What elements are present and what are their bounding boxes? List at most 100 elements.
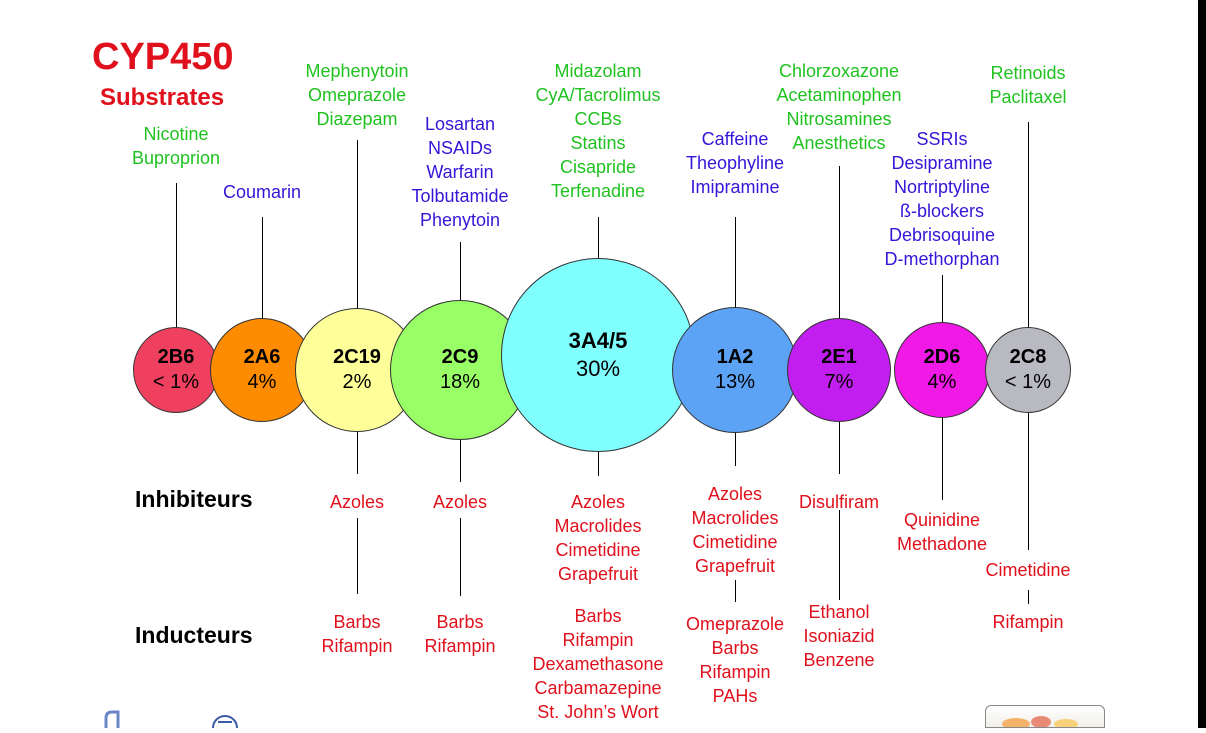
inhibitor-connector-1a2 — [734, 433, 736, 466]
enzyme-code: 2C8 — [1009, 346, 1047, 368]
inhibitors-2e1: Disulfiram — [799, 490, 879, 514]
substrate-connector-2a6 — [261, 217, 263, 320]
pills-image — [985, 705, 1105, 730]
enzyme-percent: 13% — [714, 371, 756, 393]
substrates-2a6: Coumarin — [223, 180, 301, 204]
enzyme-percent: 30% — [575, 356, 621, 381]
substrates-2e1-item: Nitrosamines — [786, 109, 892, 129]
inducers-1a2: Omeprazole Barbs Rifampin PAHs — [686, 612, 784, 708]
inhibitors-3a4-5: Azoles Macrolides Cimetidine Grapefruit — [554, 490, 641, 586]
enzyme-circle-2c8: 2C8 < 1% — [985, 327, 1071, 413]
inhibitors-2d6: Quinidine Methadone — [897, 508, 987, 556]
inducers-2c9-item: Rifampin — [424, 636, 496, 656]
substrates-2c9: Losartan NSAIDs Warfarin Tolbutamide Phenyto… — [411, 112, 508, 232]
inhibitors-1a2-item: Macrolides — [691, 508, 779, 528]
inhibitor-connector-3a4-5 — [597, 452, 599, 476]
enzyme-percent: 7% — [824, 371, 854, 393]
enzyme-percent: < 1% — [1004, 371, 1052, 393]
substrate-connector-2b6 — [175, 183, 177, 329]
inhibitor-connector-2e1 — [838, 422, 840, 474]
inducers-1a2-item: PAHs — [712, 686, 758, 706]
inducer-connector-2c8 — [1027, 590, 1029, 604]
enzyme-code: 2C19 — [333, 346, 381, 368]
inhibitors-1a2-item: Azoles — [707, 484, 763, 504]
substrates-3a4-5-item: Cisapride — [559, 157, 637, 177]
enzyme-circle-2d6: 2D6 4% — [894, 322, 990, 418]
inducers-1a2-item: Rifampin — [699, 662, 771, 682]
enzyme-percent: < 1% — [152, 371, 200, 393]
inducers-2e1-item: Ethanol — [808, 602, 870, 622]
substrate-connector-1a2 — [734, 217, 736, 309]
inducers-2e1: Ethanol Isoniazid Benzene — [803, 600, 874, 672]
inducer-connector-2c19 — [356, 518, 358, 594]
inducers-3a4-5-item: Rifampin — [562, 630, 634, 650]
substrates-1a2-item: Theophyline — [685, 153, 785, 173]
substrate-connector-2c19 — [356, 140, 358, 310]
substrate-connector-2e1 — [838, 166, 840, 320]
enzyme-circle-1a2: 1A2 13% — [672, 307, 798, 433]
inhibitors-2c9-item: Azoles — [432, 492, 488, 512]
enzyme-percent: 18% — [439, 371, 481, 393]
inducers-2c8: Rifampin — [992, 610, 1063, 634]
enzyme-circle-2e1: 2E1 7% — [787, 318, 891, 422]
substrates-3a4-5: Midazolam CyA/Tacrolimus CCBs Statins Cisapr… — [535, 59, 660, 203]
inducers-2e1-item: Isoniazid — [803, 626, 875, 646]
inhibitor-connector-2c19 — [356, 432, 358, 474]
enzyme-code: 2E1 — [821, 346, 857, 368]
substrates-2c19: Mephenytoin Omeprazole Diazepam — [305, 59, 408, 131]
substrates-2c8-item: Retinoids — [990, 63, 1066, 83]
substrates-2d6-item: D-methorphan — [884, 249, 1000, 269]
institution-logo — [100, 710, 250, 733]
substrates-2d6-item: ß-blockers — [899, 201, 984, 221]
enzyme-percent: 4% — [927, 371, 957, 393]
inhibitors-2c19-item: Azoles — [329, 492, 385, 512]
substrates-1a2-item: Imipramine — [690, 177, 780, 197]
enzyme-code: 2B6 — [157, 346, 195, 368]
enzyme-percent: 2% — [342, 371, 372, 393]
substrates-3a4-5-item: CyA/Tacrolimus — [535, 85, 661, 105]
inducers-2c8-item: Rifampin — [992, 612, 1064, 632]
substrates-3a4-5-item: CCBs — [574, 109, 622, 129]
inhibitors-3a4-5-item: Cimetidine — [555, 540, 641, 560]
substrates-3a4-5-item: Statins — [570, 133, 626, 153]
inhibitors-row-label: Inhibiteurs — [135, 486, 253, 512]
inhibitor-connector-2d6 — [941, 418, 943, 500]
substrate-connector-2c9 — [459, 242, 461, 302]
inhibitors-2c8-item: Cimetidine — [985, 560, 1071, 580]
inhibitors-1a2: Azoles Macrolides Cimetidine Grapefruit — [691, 482, 778, 578]
inducer-connector-2e1 — [838, 510, 840, 600]
inhibitors-2c9: Azoles — [433, 490, 487, 514]
inhibitors-2d6-item: Quinidine — [903, 510, 981, 530]
inhibitor-connector-2c8 — [1027, 413, 1029, 550]
substrates-2b6-item: Nicotine — [143, 124, 209, 144]
inhibitors-3a4-5-item: Grapefruit — [557, 564, 639, 584]
inducers-3a4-5-item: Barbs — [574, 606, 622, 626]
substrates-2d6-item: SSRIs — [916, 129, 968, 149]
substrates-1a2-item: Caffeine — [701, 129, 769, 149]
enzyme-code: 2A6 — [243, 346, 281, 368]
substrates-2e1: Chlorzoxazone Acetaminophen Nitrosamines An… — [776, 59, 901, 155]
inhibitors-1a2-item: Cimetidine — [692, 532, 778, 552]
substrates-2c8-item: Paclitaxel — [989, 87, 1067, 107]
inducer-connector-1a2 — [734, 580, 736, 602]
substrates-2a6-item: Coumarin — [222, 182, 302, 202]
substrate-connector-3a4-5 — [597, 217, 599, 260]
enzyme-circle-3a4-5: 3A4/5 30% — [501, 258, 695, 452]
enzyme-percent: 4% — [247, 371, 277, 393]
substrates-2b6-item: Buproprion — [131, 148, 221, 168]
substrates-3a4-5-item: Midazolam — [554, 61, 642, 81]
substrates-2d6: SSRIs Desipramine Nortriptyline ß-blockers D… — [884, 127, 999, 271]
substrates-2c19-item: Mephenytoin — [305, 61, 409, 81]
substrates-2c9-item: Warfarin — [426, 162, 494, 182]
inhibitors-2e1-item: Disulfiram — [798, 492, 880, 512]
substrates-3a4-5-item: Terfenadine — [550, 181, 646, 201]
enzyme-circle-2b6: 2B6 < 1% — [133, 327, 219, 413]
substrates-1a2: Caffeine Theophyline Imipramine — [686, 127, 784, 199]
substrates-2c8: Retinoids Paclitaxel — [989, 61, 1066, 109]
substrates-2d6-item: Debrisoquine — [888, 225, 996, 245]
substrate-connector-2c8 — [1027, 122, 1029, 329]
substrates-2d6-item: Desipramine — [891, 153, 993, 173]
inducers-3a4-5-item: Dexamethasone — [532, 654, 664, 674]
inducers-2c9: Barbs Rifampin — [424, 610, 495, 658]
